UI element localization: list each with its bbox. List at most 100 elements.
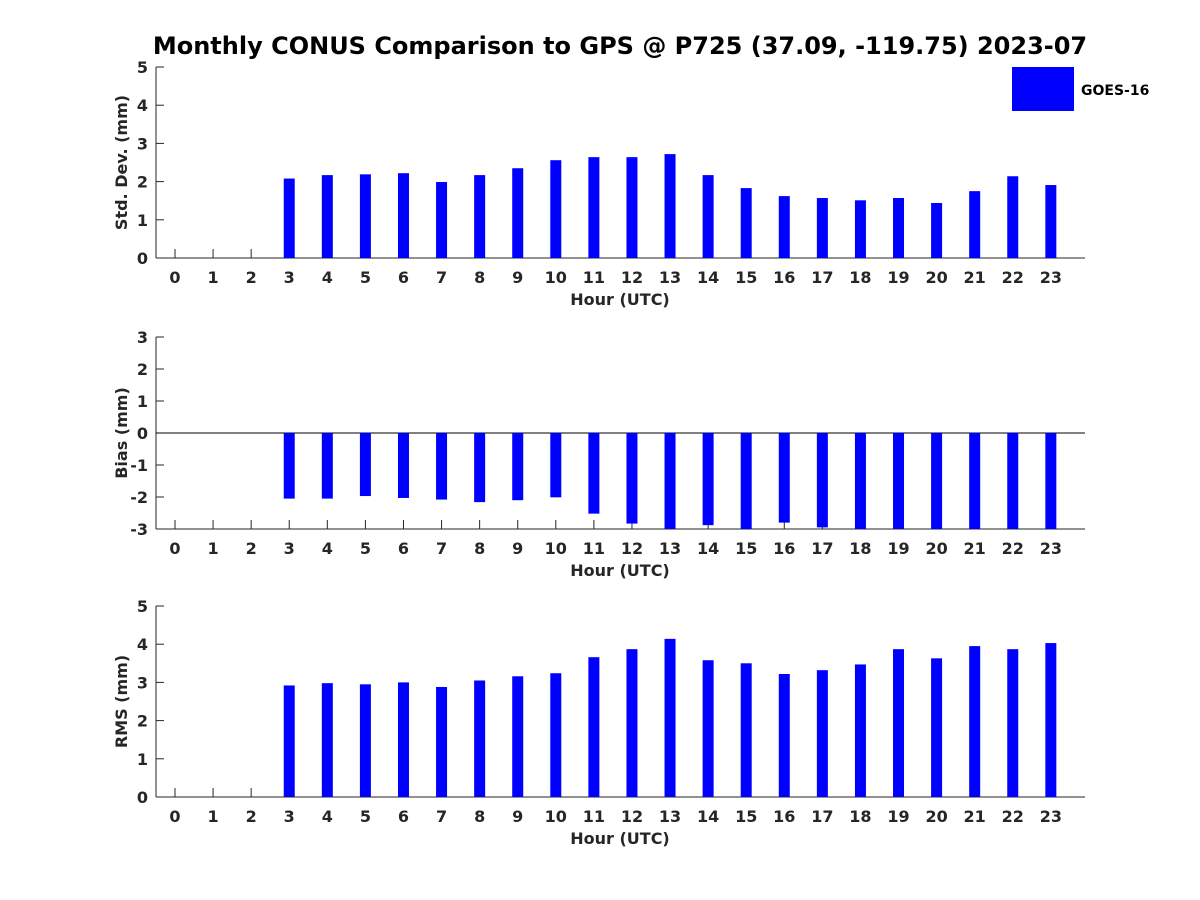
bias-x-tick-label: 19 <box>887 539 909 558</box>
stddev-x-tick-label: 22 <box>1002 268 1024 287</box>
rms-bar-hour-14 <box>702 660 714 797</box>
rms-x-tick-label: 4 <box>322 807 333 826</box>
rms-x-tick-label: 22 <box>1002 807 1024 826</box>
rms-x-tick-label: 13 <box>659 807 681 826</box>
rms-bar-hour-5 <box>359 684 371 797</box>
stddev-bar-hour-23 <box>1045 185 1057 258</box>
rms-bar-hour-6 <box>397 682 409 797</box>
bias-y-tick-label: 2 <box>137 360 148 379</box>
rms-bar-hour-12 <box>626 649 638 797</box>
bias-x-tick-label: 8 <box>474 539 485 558</box>
rms-bar-hour-9 <box>512 676 524 797</box>
rms-bar-hour-11 <box>588 657 600 797</box>
rms-bar-hour-23 <box>1045 643 1057 797</box>
stddev-x-tick-label: 4 <box>322 268 333 287</box>
bias-x-tick-label: 3 <box>284 539 295 558</box>
rms-x-tick-label: 19 <box>887 807 909 826</box>
bias-y-tick-label: 0 <box>137 424 148 443</box>
rms-x-tick-label: 5 <box>360 807 371 826</box>
rms-bar-hour-16 <box>778 673 790 797</box>
rms-bar-hour-8 <box>474 680 486 797</box>
bias-bar-hour-8 <box>474 433 486 503</box>
bias-x-tick-label: 13 <box>659 539 681 558</box>
bias-bar-hour-19 <box>893 433 905 529</box>
bias-x-tick-label: 6 <box>398 539 409 558</box>
stddev-bar-hour-21 <box>969 191 981 258</box>
rms-y-tick-label: 4 <box>137 635 148 654</box>
bias-x-tick-label: 15 <box>735 539 757 558</box>
rms-bar-hour-13 <box>664 638 676 797</box>
stddev-bar-hour-15 <box>740 188 752 258</box>
stddev-bar-hour-19 <box>893 198 905 258</box>
rms-bar-hour-4 <box>321 683 333 797</box>
bias-y-tick-label: 3 <box>137 328 148 347</box>
rms-x-tick-label: 0 <box>169 807 180 826</box>
bias-y-tick-label: -3 <box>130 520 148 539</box>
stddev-bar-hour-14 <box>702 175 714 258</box>
stddev-x-axis-label: Hour (UTC) <box>570 290 670 309</box>
bias-bar-hour-7 <box>436 433 448 500</box>
rms-bar-hour-21 <box>969 646 981 797</box>
stddev-x-tick-label: 10 <box>545 268 567 287</box>
bias-x-tick-label: 23 <box>1040 539 1062 558</box>
bias-x-tick-label: 9 <box>512 539 523 558</box>
rms-bar-hour-3 <box>283 685 295 797</box>
bias-x-tick-label: 1 <box>208 539 219 558</box>
bias-x-tick-label: 0 <box>169 539 180 558</box>
stddev-x-tick-label: 8 <box>474 268 485 287</box>
rms-x-tick-label: 1 <box>208 807 219 826</box>
stddev-x-tick-label: 11 <box>583 268 605 287</box>
bias-x-tick-label: 20 <box>925 539 947 558</box>
bias-x-tick-label: 18 <box>849 539 871 558</box>
stddev-bar-hour-16 <box>778 196 790 258</box>
rms-x-tick-label: 17 <box>811 807 833 826</box>
rms-y-tick-label: 3 <box>137 673 148 692</box>
stddev-bar-hour-11 <box>588 157 600 258</box>
rms-x-tick-label: 21 <box>964 807 986 826</box>
legend: GOES-16 <box>1012 67 1149 111</box>
stddev-x-tick-label: 15 <box>735 268 757 287</box>
rms-x-axis-label: Hour (UTC) <box>570 829 670 848</box>
bias-bar-hour-18 <box>854 433 866 529</box>
stddev-bar-hour-18 <box>854 200 866 258</box>
stddev-x-tick-label: 5 <box>360 268 371 287</box>
bias-y-tick-label: -2 <box>130 488 148 507</box>
rms-bar-hour-15 <box>740 663 752 797</box>
bias-bar-hour-10 <box>550 433 562 498</box>
bias-x-tick-label: 11 <box>583 539 605 558</box>
rms-bar-hour-17 <box>816 670 828 797</box>
stddev-x-tick-label: 20 <box>925 268 947 287</box>
bias-x-tick-label: 7 <box>436 539 447 558</box>
rms-bar-hour-18 <box>854 664 866 797</box>
stddev-x-tick-label: 16 <box>773 268 795 287</box>
stddev-bar-hour-22 <box>1007 176 1019 258</box>
rms-x-tick-label: 10 <box>545 807 567 826</box>
stddev-bar-hour-10 <box>550 160 562 258</box>
stddev-y-tick-label: 2 <box>137 173 148 192</box>
stddev-y-axis-label: Std. Dev. (mm) <box>112 95 131 230</box>
stddev-x-tick-label: 12 <box>621 268 643 287</box>
bias-x-tick-label: 22 <box>1002 539 1024 558</box>
bias-bar-hour-9 <box>512 433 524 501</box>
bias-x-tick-label: 16 <box>773 539 795 558</box>
rms-x-tick-label: 18 <box>849 807 871 826</box>
legend-label: GOES-16 <box>1081 83 1149 99</box>
rms-x-tick-label: 6 <box>398 807 409 826</box>
bias-bar-hour-12 <box>626 433 638 524</box>
stddev-x-tick-label: 2 <box>246 268 257 287</box>
stddev-bar-hour-12 <box>626 157 638 258</box>
stddev-x-tick-label: 7 <box>436 268 447 287</box>
bias-bar-hour-21 <box>969 433 981 529</box>
stddev-bar-hour-6 <box>397 173 409 258</box>
stddev-x-tick-label: 6 <box>398 268 409 287</box>
bias-x-tick-label: 5 <box>360 539 371 558</box>
bias-bar-hour-20 <box>931 433 943 529</box>
stddev-bar-hour-8 <box>474 175 486 258</box>
legend-swatch-goes-16 <box>1012 67 1074 111</box>
stddev-y-tick-label: 1 <box>137 211 148 230</box>
rms-x-tick-label: 3 <box>284 807 295 826</box>
stddev-y-tick-label: 5 <box>137 58 148 77</box>
bias-bar-hour-5 <box>359 433 371 497</box>
chart-title: Monthly CONUS Comparison to GPS @ P725 (… <box>153 32 1087 60</box>
